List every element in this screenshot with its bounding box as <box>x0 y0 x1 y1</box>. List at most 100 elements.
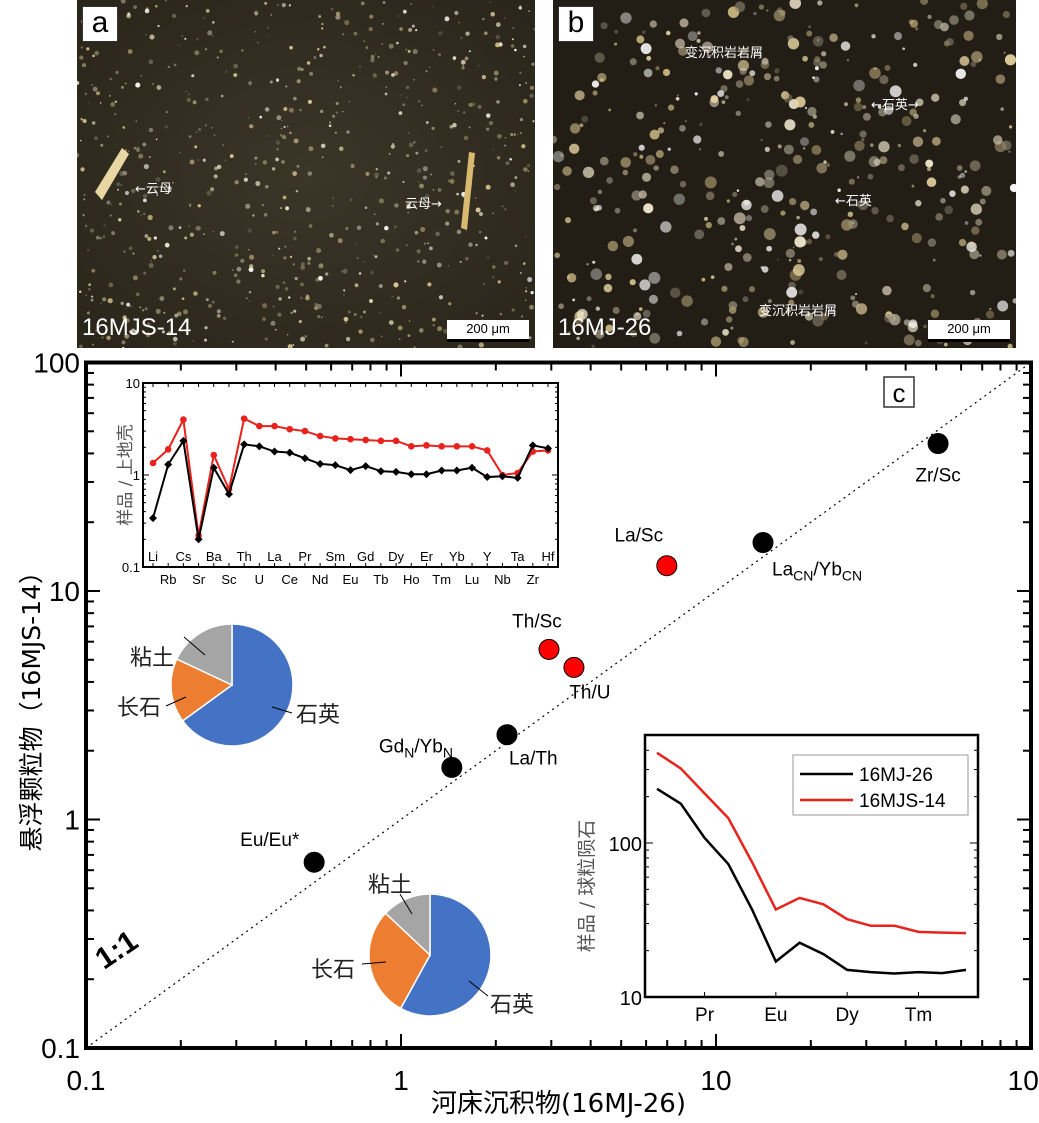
mineral-grain <box>197 127 202 132</box>
scale-bar-b: 200 μm <box>928 320 1010 342</box>
mineral-grain <box>243 177 248 182</box>
mineral-grain <box>483 283 485 285</box>
mineral-grain <box>335 101 339 105</box>
mineral-grain <box>678 46 688 56</box>
mineral-grain <box>620 157 632 168</box>
mineral-grain <box>758 4 765 10</box>
mineral-grain <box>429 66 431 68</box>
mineral-grain <box>574 90 585 101</box>
mineral-grain <box>109 94 111 97</box>
data-point <box>656 555 678 577</box>
mineral-grain <box>525 299 527 302</box>
mineral-grain <box>163 311 166 314</box>
mineral-grain <box>148 127 154 133</box>
mineral-grain <box>1008 150 1011 153</box>
mineral-grain <box>318 275 323 281</box>
mineral-grain <box>460 37 463 39</box>
spider-marker <box>255 442 264 451</box>
mineral-grain <box>329 121 332 124</box>
mineral-grain <box>419 183 424 189</box>
mineral-grain <box>452 56 457 60</box>
mineral-grain <box>321 156 324 158</box>
plot-frame <box>84 360 1033 1050</box>
mineral-grain <box>318 263 324 269</box>
mineral-grain <box>901 222 909 231</box>
mica-grain <box>95 148 129 200</box>
mineral-grain <box>812 315 824 327</box>
mineral-grain <box>897 143 902 148</box>
mineral-grain <box>462 64 464 67</box>
mineral-grain <box>902 47 906 51</box>
mineral-grain <box>110 203 112 205</box>
mineral-grain <box>514 244 518 248</box>
spider-x-label: Ta <box>511 549 526 564</box>
spider-marker <box>300 454 309 463</box>
mineral-grain <box>523 55 525 58</box>
mineral-grain <box>600 156 609 166</box>
mineral-grain <box>233 63 239 69</box>
mineral-grain <box>940 197 946 204</box>
mineral-grain <box>478 230 482 234</box>
mineral-grain <box>655 66 660 71</box>
spider-marker <box>483 447 491 454</box>
mineral-grain <box>764 169 775 180</box>
mineral-grain <box>212 35 214 37</box>
mineral-grain <box>133 146 137 150</box>
mineral-grain <box>275 157 279 162</box>
mineral-grain <box>278 247 281 250</box>
mineral-grain <box>817 0 823 6</box>
mineral-grain <box>80 46 83 49</box>
mineral-grain <box>629 329 638 338</box>
mineral-grain <box>159 296 165 301</box>
mineral-grain <box>164 0 167 2</box>
mineral-grain <box>997 300 1009 312</box>
mineral-grain <box>264 337 268 341</box>
mineral-grain <box>554 183 561 191</box>
mineral-grain <box>794 236 806 248</box>
spider-marker <box>346 466 355 475</box>
mineral-grain <box>270 13 273 16</box>
mineral-grain <box>742 253 752 262</box>
mineral-grain <box>294 276 298 281</box>
mineral-grain <box>522 98 528 104</box>
mineral-grain <box>416 249 421 254</box>
mineral-grain <box>699 122 703 127</box>
mineral-grain <box>324 343 329 348</box>
mineral-grain <box>293 96 297 101</box>
mineral-grain <box>766 9 769 12</box>
mineral-grain <box>210 126 213 129</box>
mineral-grain <box>374 172 379 178</box>
mineral-grain <box>810 208 818 216</box>
mineral-grain <box>855 303 868 315</box>
mineral-grain <box>77 153 79 158</box>
mineral-grain <box>726 199 730 203</box>
mineral-grain <box>352 74 355 77</box>
ree-x-label: Pr <box>695 1005 715 1026</box>
mineral-grain <box>491 265 496 269</box>
mineral-grain <box>256 41 259 44</box>
spider-marker <box>423 442 430 449</box>
mineral-grain <box>694 92 698 96</box>
mineral-grain <box>787 35 794 42</box>
mineral-grain <box>298 319 302 324</box>
mineral-grain <box>454 10 459 16</box>
mineral-grain <box>1000 107 1004 111</box>
mineral-grain <box>188 135 192 139</box>
mineral-grain <box>359 65 361 68</box>
mineral-grain <box>735 110 741 117</box>
mineral-grain <box>370 57 375 63</box>
mineral-grain <box>83 193 86 196</box>
mineral-grain <box>248 249 250 251</box>
mineral-grain <box>811 145 822 155</box>
mineral-grain <box>829 33 838 42</box>
mineral-grain <box>457 344 463 348</box>
spider-x-label: Sc <box>221 572 237 587</box>
mineral-grain <box>687 31 698 42</box>
mineral-grain <box>788 258 792 262</box>
mineral-grain <box>140 74 142 77</box>
mineral-grain <box>825 162 831 168</box>
mineral-grain <box>481 74 487 80</box>
mineral-grain <box>675 38 686 49</box>
mineral-grain <box>424 193 430 199</box>
mineral-grain <box>785 248 796 259</box>
